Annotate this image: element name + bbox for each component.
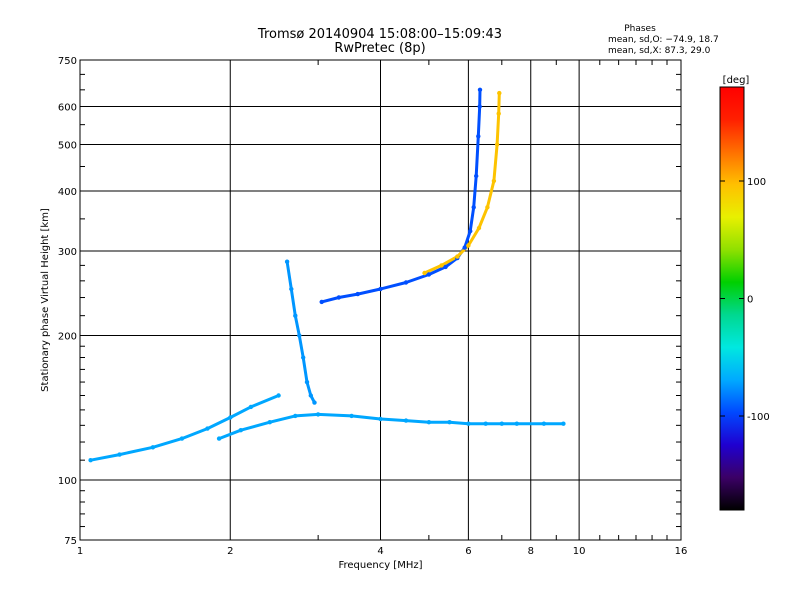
data-point — [179, 436, 185, 441]
data-point — [491, 178, 497, 184]
data-point — [276, 393, 281, 398]
x-tick-label: 1 — [77, 546, 83, 557]
data-point — [319, 299, 324, 305]
data-trace — [423, 91, 501, 275]
data-point — [485, 205, 490, 210]
phases-x-mode: mean, sd,X: 87.3, 29.0 — [608, 46, 711, 56]
data-point — [378, 416, 383, 422]
data-point — [238, 428, 243, 433]
phases-o-mode: mean, sd,O: −74.9, 18.7 — [608, 35, 719, 45]
data-point — [514, 421, 519, 426]
data-point — [289, 286, 294, 292]
data-point — [117, 452, 122, 457]
y-tick-label: 75 — [64, 536, 77, 547]
y-tick-label: 100 — [58, 476, 77, 487]
data-point — [471, 205, 476, 210]
data-point — [355, 291, 360, 297]
x-tick-label: 8 — [528, 546, 534, 557]
data-trace — [89, 394, 281, 462]
color-bar: [deg] 100 0 -100 — [719, 75, 770, 511]
phases-legend: Phases mean, sd,O: −74.9, 18.7 mean, sd,… — [608, 24, 719, 56]
data-point — [378, 286, 383, 292]
y-tick-label: 750 — [58, 56, 77, 67]
y-tick-label: 300 — [58, 247, 77, 258]
y-axis-label: Stationary phase Virtual Height [km] — [40, 208, 51, 392]
data-point — [228, 415, 233, 420]
data-point — [476, 225, 482, 231]
y-tick-label: 500 — [58, 141, 77, 152]
x-tick-label: 4 — [377, 546, 383, 557]
data-point — [88, 458, 93, 463]
data-point — [474, 173, 479, 179]
x-tick-label: 6 — [465, 546, 471, 557]
data-point — [468, 228, 473, 234]
data-point — [150, 445, 156, 450]
data-point — [312, 400, 317, 405]
data-point — [216, 436, 222, 441]
y-tick-label: 200 — [58, 332, 77, 343]
data-trace — [217, 412, 565, 441]
data-point — [304, 379, 310, 385]
phases-heading: Phases — [624, 24, 656, 34]
color-bar-tick-label: 0 — [747, 295, 753, 306]
y-tick-label: 600 — [58, 103, 77, 114]
x-tick-label: 16 — [675, 546, 688, 557]
data-point — [561, 421, 566, 426]
data-point — [497, 90, 502, 96]
data-trace — [285, 260, 316, 405]
data-point — [447, 420, 452, 425]
data-point — [496, 111, 501, 116]
color-bar-tick-label: -100 — [747, 412, 770, 423]
color-bar-tick-label: 100 — [747, 177, 766, 188]
data-point — [315, 412, 321, 417]
chart-subtitle: RwPretec (8p) — [334, 41, 425, 56]
x-tick-label: 10 — [573, 546, 586, 557]
y-tick-label: 400 — [58, 187, 77, 198]
data-point — [477, 104, 482, 109]
data-point — [499, 421, 504, 426]
data-point — [403, 280, 409, 285]
chart-title: Tromsø 20140904 15:08:00–15:09:43 — [257, 27, 502, 42]
x-axis-label: Frequency [MHz] — [338, 560, 422, 571]
data-point — [403, 418, 409, 423]
data-trace — [320, 88, 482, 304]
data-point — [477, 87, 483, 93]
data-point — [308, 393, 313, 398]
data-point — [293, 413, 298, 419]
data-point — [422, 270, 427, 276]
data-point — [494, 142, 500, 147]
data-point — [297, 333, 302, 338]
color-bar-label: [deg] — [723, 75, 750, 86]
data-point — [455, 254, 460, 259]
data-point — [439, 263, 444, 268]
data-point — [301, 355, 306, 360]
data-point — [426, 272, 432, 277]
data-point — [466, 421, 471, 426]
data-point — [443, 264, 448, 270]
data-point — [293, 313, 298, 318]
data-point — [462, 245, 467, 250]
data-point — [267, 420, 272, 425]
data-point — [336, 295, 341, 300]
data-point — [284, 259, 290, 264]
data-point — [483, 421, 488, 426]
x-tick-label: 2 — [227, 546, 233, 557]
data-point — [349, 413, 354, 419]
data-point — [426, 420, 432, 425]
data-point — [248, 404, 254, 410]
data-point — [541, 421, 547, 426]
plot-area: 1 2 4 6 8 10 16 75 100 200 300 400 500 600 750 Frequenc… — [40, 56, 687, 571]
data-point — [476, 134, 481, 139]
data-point — [466, 243, 471, 248]
data-point — [205, 426, 210, 431]
